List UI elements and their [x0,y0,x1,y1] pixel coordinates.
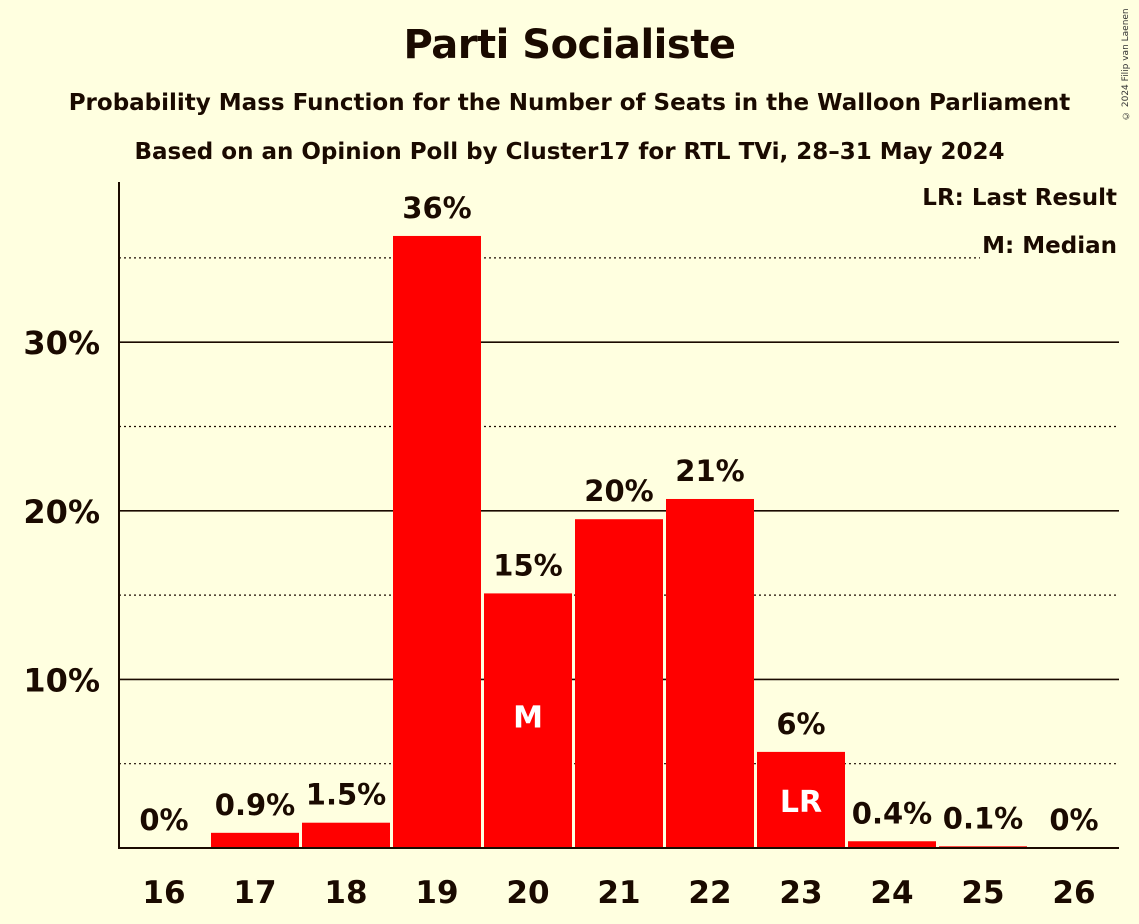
chart-title: Parti Socialiste [403,22,736,68]
x-tick-label: 23 [779,875,822,911]
legend-last-result: LR: Last Result [920,185,1119,211]
x-tick-label: 16 [142,875,185,911]
x-tick-label: 22 [688,875,731,911]
data-label-23: 6% [776,707,825,741]
data-label-25: 0.1% [943,801,1023,835]
bar-18 [302,822,390,848]
x-tick-label: 19 [415,875,458,911]
data-label-18: 1.5% [306,778,386,812]
x-tick-label: 21 [597,875,640,911]
data-label-19: 36% [402,191,471,225]
bar-21 [575,519,663,848]
x-tick-label: 17 [233,875,276,911]
bar-23 [757,751,845,848]
y-tick-label: 30% [23,324,100,362]
y-tick-label: 10% [23,661,100,699]
data-label-21: 20% [584,474,653,508]
chart-subtitle-source: Based on an Opinion Poll by Cluster17 fo… [134,139,1005,165]
y-tick-label: 20% [23,493,100,531]
x-tick-label: 24 [870,875,913,911]
data-label-26: 0% [1049,803,1098,837]
bar-19 [393,235,481,848]
data-label-22: 21% [675,454,744,488]
x-tick-label: 25 [961,875,1004,911]
bar-17 [211,832,299,848]
legend-median: M: Median [980,233,1119,259]
data-label-24: 0.4% [852,796,932,830]
data-label-17: 0.9% [215,788,295,822]
chart-subtitle: Probability Mass Function for the Number… [68,90,1071,116]
x-tick-label: 20 [506,875,549,911]
bar-24 [848,841,936,848]
x-tick-label: 18 [324,875,367,911]
bar-22 [666,498,754,848]
data-label-16: 0% [139,803,188,837]
data-label-20: 15% [493,548,562,582]
bar-marker-lr: LR [780,785,822,820]
bar-20 [484,593,572,848]
x-tick-label: 26 [1052,875,1095,911]
bar-marker-m: M [513,701,543,736]
